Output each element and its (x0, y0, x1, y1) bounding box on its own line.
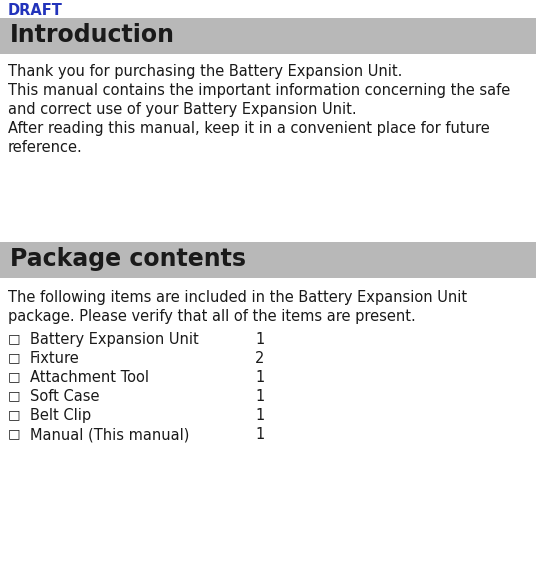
Text: Battery Expansion Unit: Battery Expansion Unit (30, 332, 199, 347)
Text: □: □ (8, 370, 20, 383)
Text: DRAFT: DRAFT (8, 3, 63, 18)
Text: □: □ (8, 351, 20, 364)
Text: Introduction: Introduction (10, 23, 175, 47)
Text: 1: 1 (255, 408, 264, 423)
Text: Fixture: Fixture (30, 351, 80, 366)
Text: The following items are included in the Battery Expansion Unit: The following items are included in the … (8, 290, 467, 305)
Text: 1: 1 (255, 370, 264, 385)
Text: 2: 2 (255, 351, 264, 366)
Text: Soft Case: Soft Case (30, 389, 100, 404)
Bar (0, 242, 536, 278)
Text: After reading this manual, keep it in a convenient place for future: After reading this manual, keep it in a … (8, 121, 490, 136)
Text: Belt Clip: Belt Clip (30, 408, 91, 423)
Bar (0, 18, 536, 54)
Text: □: □ (8, 389, 20, 402)
Text: and correct use of your Battery Expansion Unit.: and correct use of your Battery Expansio… (8, 102, 356, 117)
Text: reference.: reference. (8, 140, 83, 155)
Text: This manual contains the important information concerning the safe: This manual contains the important infor… (8, 83, 510, 98)
Text: Package contents: Package contents (10, 247, 246, 271)
Text: Attachment Tool: Attachment Tool (30, 370, 149, 385)
Text: □: □ (8, 332, 20, 345)
Text: □: □ (8, 427, 20, 440)
Text: 1: 1 (255, 427, 264, 442)
Text: 1: 1 (255, 332, 264, 347)
Text: Thank you for purchasing the Battery Expansion Unit.: Thank you for purchasing the Battery Exp… (8, 64, 403, 79)
Text: package. Please verify that all of the items are present.: package. Please verify that all of the i… (8, 309, 416, 324)
Text: □: □ (8, 408, 20, 421)
Text: Manual (This manual): Manual (This manual) (30, 427, 189, 442)
Text: 1: 1 (255, 389, 264, 404)
